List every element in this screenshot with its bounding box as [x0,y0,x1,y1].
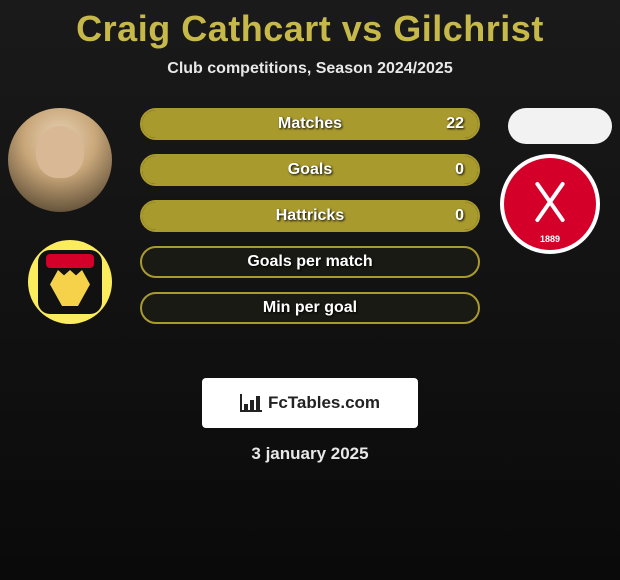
stat-label: Goals per match [247,253,372,271]
page-title: Craig Cathcart vs Gilchrist [0,0,620,50]
stat-value: 0 [455,207,464,225]
swords-icon [520,174,580,234]
stats-bars: Matches 22 Goals 0 Hattricks 0 Goals per… [140,108,480,338]
club-badge-left [28,240,112,324]
club-right-year: 1889 [540,234,560,244]
page-subtitle: Club competitions, Season 2024/2025 [0,60,620,78]
stat-bar-mpg: Min per goal [140,292,480,324]
stat-value: 22 [446,115,464,133]
stat-bar-goals: Goals 0 [140,154,480,186]
stat-label: Matches [278,115,342,133]
stat-bar-hattricks: Hattricks 0 [140,200,480,232]
source-logo: FcTables.com [202,378,418,428]
club-badge-right: 1889 [500,154,600,254]
stat-bar-gpm: Goals per match [140,246,480,278]
source-label: FcTables.com [268,393,380,413]
player-left-photo [8,108,112,212]
bar-chart-icon [240,394,262,412]
snapshot-date: 3 january 2025 [0,444,620,464]
stat-bar-matches: Matches 22 [140,108,480,140]
stat-label: Goals [288,161,332,179]
player-right-photo [508,108,612,144]
comparison-panel: 1889 Matches 22 Goals 0 Hattricks 0 Goal… [0,108,620,368]
stat-label: Hattricks [276,207,344,225]
stat-label: Min per goal [263,299,357,317]
stat-value: 0 [455,161,464,179]
